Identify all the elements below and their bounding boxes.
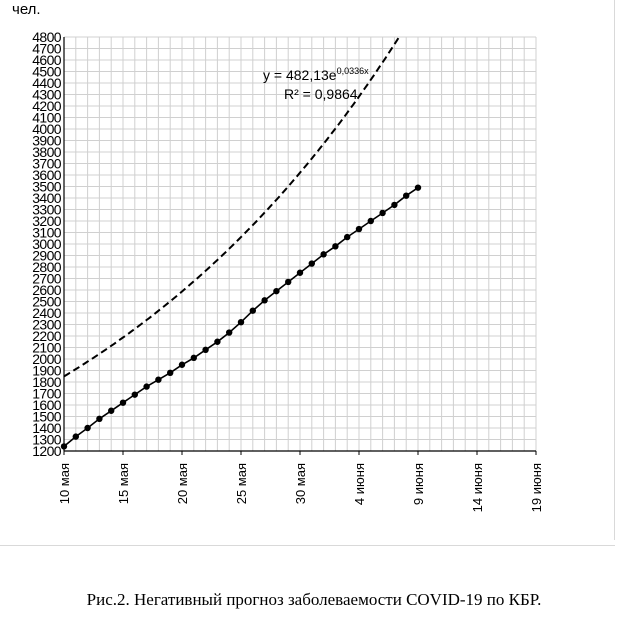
data-point bbox=[414, 184, 422, 191]
data-point bbox=[367, 217, 374, 225]
data-point bbox=[320, 251, 327, 258]
y-tick-label: 2800 bbox=[32, 259, 62, 275]
data-point bbox=[108, 407, 115, 414]
trend-equation-base: y = 482,13e bbox=[263, 67, 337, 83]
y-tick-label: 4600 bbox=[32, 52, 62, 68]
y-tick-label: 2700 bbox=[32, 271, 62, 287]
data-point bbox=[355, 225, 363, 233]
x-tick-label: 4 июня bbox=[352, 463, 367, 505]
data-point bbox=[167, 369, 174, 376]
y-tick-label: 4000 bbox=[32, 121, 62, 137]
y-tick-label: 2600 bbox=[32, 282, 62, 298]
data-point bbox=[131, 391, 138, 398]
data-point bbox=[403, 192, 410, 199]
data-point bbox=[273, 287, 280, 295]
data-point bbox=[84, 424, 91, 432]
y-tick-label: 4500 bbox=[32, 64, 62, 80]
x-tick-label: 15 мая bbox=[116, 463, 131, 504]
y-tick-label: 3500 bbox=[32, 179, 62, 195]
x-tick-label: 30 мая bbox=[293, 463, 308, 504]
y-tick-label: 2300 bbox=[32, 317, 62, 333]
y-tick-label: 3600 bbox=[32, 167, 62, 183]
y-tick-label: 3400 bbox=[32, 190, 62, 206]
y-tick-label: 1300 bbox=[32, 432, 62, 448]
y-tick-label: 3700 bbox=[32, 156, 62, 172]
data-point bbox=[332, 243, 339, 250]
data-point bbox=[237, 319, 245, 326]
y-axis-unit-label: чел. bbox=[12, 1, 41, 18]
y-tick-label: 3100 bbox=[32, 225, 62, 241]
y-tick-label: 2100 bbox=[32, 340, 62, 356]
y-tick-label: 1400 bbox=[32, 420, 62, 436]
x-tick-label: 14 июня bbox=[470, 463, 485, 512]
y-tick-label: 1500 bbox=[32, 409, 62, 425]
y-tick-label: 4100 bbox=[32, 110, 62, 126]
data-point bbox=[261, 297, 268, 304]
frame-right-edge bbox=[614, 0, 615, 540]
y-tick-label: 3900 bbox=[32, 133, 62, 149]
y-tick-label: 2000 bbox=[32, 351, 62, 367]
y-tick-label: 1700 bbox=[32, 386, 62, 402]
y-tick-label: 4800 bbox=[32, 29, 62, 45]
frame-bottom-edge bbox=[0, 545, 615, 546]
data-point bbox=[143, 383, 150, 390]
y-tick-label: 4400 bbox=[32, 75, 62, 91]
data-point bbox=[285, 278, 292, 286]
x-tick-label: 20 мая bbox=[175, 463, 190, 504]
data-point bbox=[379, 209, 386, 217]
y-axis-ticks: 1200130014001500160017001800190020002100… bbox=[32, 29, 62, 459]
x-tick-label: 19 июня bbox=[529, 463, 544, 512]
data-point bbox=[155, 376, 162, 383]
data-point bbox=[249, 307, 256, 314]
y-tick-label: 1800 bbox=[32, 374, 62, 390]
data-point bbox=[296, 269, 304, 276]
y-tick-label: 4300 bbox=[32, 87, 62, 103]
y-tick-label: 2400 bbox=[32, 305, 62, 321]
actual-series-points bbox=[60, 184, 422, 450]
x-tick-label: 10 мая bbox=[57, 463, 72, 504]
y-tick-label: 3200 bbox=[32, 213, 62, 229]
y-tick-label: 1900 bbox=[32, 363, 62, 379]
y-tick-label: 3000 bbox=[32, 236, 62, 252]
data-point bbox=[344, 233, 351, 241]
x-tick-label: 25 мая bbox=[234, 463, 249, 504]
y-tick-label: 2500 bbox=[32, 294, 62, 310]
y-tick-label: 1600 bbox=[32, 397, 62, 413]
y-tick-label: 4200 bbox=[32, 98, 62, 114]
x-tick-label: 9 июня bbox=[411, 463, 426, 505]
data-point bbox=[96, 415, 103, 422]
data-point bbox=[60, 443, 68, 450]
trend-equation-exponent: 0,0336x bbox=[337, 66, 370, 76]
data-point bbox=[308, 260, 315, 267]
y-tick-label: 2200 bbox=[32, 328, 62, 344]
y-tick-label: 3800 bbox=[32, 144, 62, 160]
data-point bbox=[178, 361, 186, 368]
data-point bbox=[119, 399, 127, 406]
data-point bbox=[202, 346, 209, 353]
grid bbox=[63, 36, 537, 452]
r-squared-label: R² = 0,9864 bbox=[284, 86, 358, 102]
data-point bbox=[72, 433, 80, 440]
data-point bbox=[190, 354, 197, 362]
trend-equation: y = 482,13e0,0336x bbox=[263, 66, 369, 83]
x-axis-ticks: 10 мая 15 мая 20 мая 25 мая 30 мая 4 июня 9 ию… bbox=[57, 451, 544, 512]
trend-line bbox=[63, 36, 400, 378]
figure-caption: Рис.2. Негативный прогноз заболеваемости… bbox=[86, 590, 542, 609]
y-tick-label: 4700 bbox=[32, 41, 62, 57]
data-point bbox=[214, 338, 221, 345]
y-tick-label: 3300 bbox=[32, 202, 62, 218]
y-tick-label: 1200 bbox=[32, 443, 62, 459]
data-point bbox=[391, 201, 398, 209]
y-tick-label: 2900 bbox=[32, 248, 62, 264]
data-point bbox=[226, 329, 233, 336]
